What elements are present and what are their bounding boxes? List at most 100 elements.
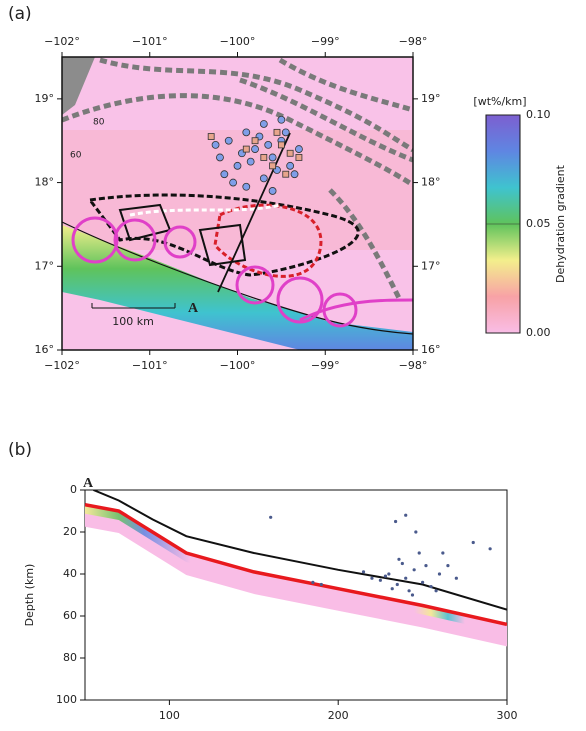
colorbar-tick-label: 0.05 [526, 217, 551, 230]
event-circle [224, 136, 233, 145]
hypocenter [421, 580, 425, 585]
event-circle [277, 115, 286, 124]
event-circle [259, 120, 268, 128]
event-square [260, 154, 268, 161]
y-tick-label: 17° [421, 259, 441, 272]
x-tick-label: −99° [311, 35, 340, 48]
hypocenter [437, 572, 442, 576]
profile-label: A [188, 301, 199, 316]
colorbar-tick-label: 0.10 [526, 108, 551, 121]
hypocenter [397, 557, 401, 561]
x-tick-label: −102° [44, 35, 80, 48]
hypocenter [434, 589, 438, 593]
hypocenter [471, 540, 475, 545]
hypocenter [446, 564, 450, 568]
contour-label: 80 [93, 118, 105, 128]
event-circle [281, 128, 290, 137]
event-circle [290, 170, 299, 179]
hypocenter [319, 582, 323, 587]
event-square [242, 145, 250, 153]
scale-label: 100 km [112, 315, 154, 328]
event-square [277, 141, 285, 149]
x-tick-label: 100 [159, 709, 180, 722]
event-circle [242, 128, 251, 137]
profile-label: A [83, 476, 94, 491]
hypocenter [387, 572, 391, 576]
event-square [282, 170, 290, 178]
event-circle [211, 140, 220, 149]
hypocenter [414, 530, 418, 534]
hypocenter [370, 576, 374, 580]
map-background [62, 57, 413, 350]
y-tick-label: 19° [35, 92, 55, 105]
hypocenter [488, 547, 492, 551]
event-square [295, 154, 303, 161]
x-tick-label: −101° [132, 35, 168, 48]
x-tick-label: −99° [311, 359, 340, 372]
hypocenter [417, 551, 421, 555]
hypocenter [395, 582, 399, 587]
y-tick-label: 20 [63, 525, 77, 538]
y-tick-label: 100 [56, 693, 77, 706]
section-data [85, 490, 507, 647]
event-circle [259, 174, 268, 183]
hypocenter [390, 587, 394, 591]
event-circle [268, 187, 277, 195]
colorbar-tick-label: 0.00 [526, 326, 551, 339]
hypocenter [400, 561, 404, 566]
event-circle [229, 178, 238, 187]
event-square [286, 149, 294, 157]
y-axis-label: Depth (km) [23, 564, 36, 627]
event-circle [216, 153, 224, 162]
hypocenter [404, 576, 408, 580]
panel-label: (a) [8, 4, 32, 24]
event-square [207, 133, 215, 140]
y-tick-label: 18° [421, 176, 441, 189]
x-tick-label: −101° [132, 359, 168, 372]
earthquakes [207, 115, 303, 195]
hypocenter [412, 568, 416, 572]
event-circle [268, 153, 277, 162]
colorbar-title: Dehydration gradient [554, 164, 567, 283]
panel-label: (b) [8, 440, 32, 460]
hypocenter [429, 585, 433, 589]
y-tick-label: 19° [421, 92, 441, 105]
hypocenter [311, 580, 315, 585]
hypocenter [424, 564, 428, 568]
hypocenter [404, 513, 408, 517]
profile-line [93, 490, 507, 611]
x-tick-label: 200 [328, 709, 349, 722]
profile-line [85, 502, 507, 627]
hypocenter [269, 515, 273, 519]
hypocenter [361, 570, 366, 574]
hypocenter [441, 551, 445, 555]
event-circle [251, 145, 259, 153]
hypocenter [410, 593, 415, 597]
event-circle [220, 170, 229, 179]
y-tick-label: 17° [35, 259, 55, 272]
colorbar-unit: [wt%/km] [473, 95, 526, 108]
x-tick-label: −98° [399, 35, 428, 48]
x-tick-label: −98° [399, 359, 428, 372]
y-tick-label: 16° [35, 343, 55, 356]
y-tick-label: 80 [63, 651, 77, 664]
event-circle [286, 161, 295, 170]
event-square [269, 162, 277, 170]
hypocenter [454, 576, 458, 580]
x-tick-label: −100° [220, 359, 256, 372]
dehydration-band [85, 504, 507, 647]
y-tick-label: 18° [35, 176, 55, 189]
x-tick-label: −100° [220, 35, 256, 48]
hypocenter [378, 578, 382, 582]
event-circle [264, 140, 273, 149]
event-circle [246, 157, 255, 166]
event-circle [295, 145, 303, 153]
event-square [273, 128, 281, 136]
hypocenter [407, 589, 411, 593]
event-square [251, 137, 259, 145]
contour-label: 60 [70, 151, 82, 161]
event-circle [233, 161, 242, 170]
event-circle [242, 182, 251, 191]
